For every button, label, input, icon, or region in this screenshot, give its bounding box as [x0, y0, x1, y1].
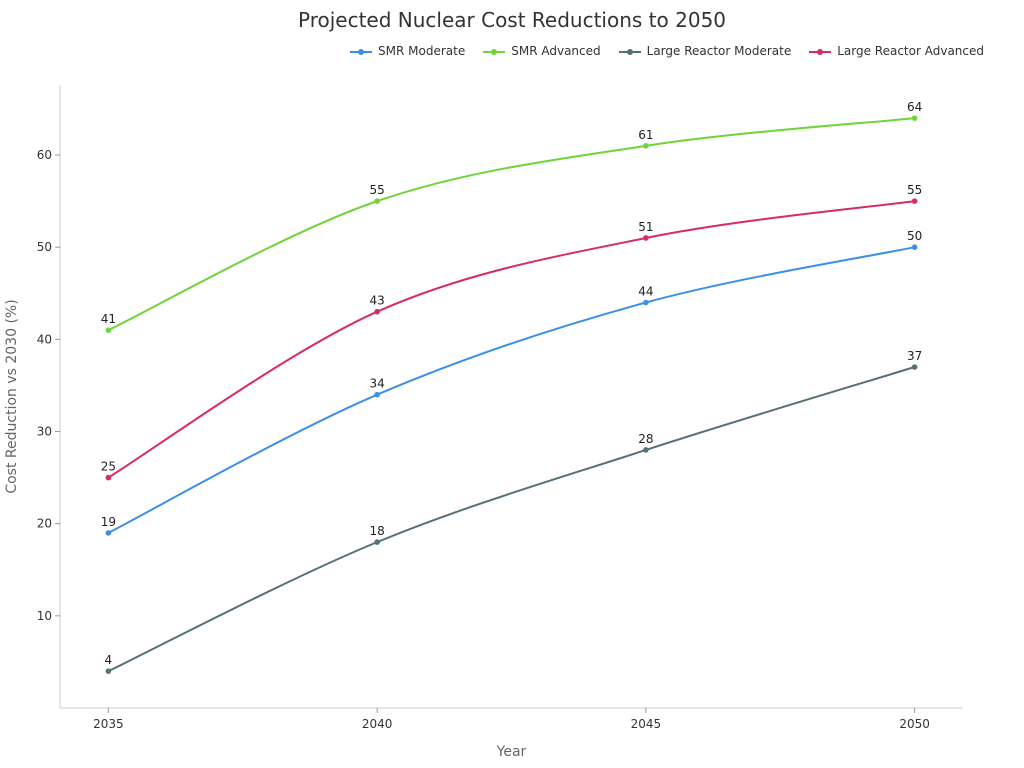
series-line — [107, 117, 915, 332]
data-label: 55 — [907, 183, 922, 197]
data-label: 28 — [638, 432, 653, 446]
y-tick-label: 60 — [37, 148, 52, 162]
data-label: 4 — [105, 653, 113, 667]
x-tick-label: 2050 — [899, 717, 930, 731]
legend: SMR Moderate SMR Advanced Large Reactor Mo… — [350, 44, 984, 59]
y-tick-label: 50 — [37, 240, 52, 254]
y-tick-label: 10 — [37, 609, 52, 623]
data-point — [911, 364, 918, 370]
legend-swatch — [618, 48, 641, 55]
data-label: 34 — [369, 377, 384, 391]
data-label: 25 — [101, 460, 116, 474]
data-point — [643, 235, 649, 241]
data-label: 61 — [638, 128, 653, 142]
data-label: 64 — [907, 100, 922, 114]
data-point — [374, 198, 380, 204]
data-point — [911, 244, 918, 251]
legend-item[interactable]: SMR Moderate — [350, 44, 465, 59]
data-point — [374, 308, 380, 315]
data-point — [374, 391, 380, 398]
series-line — [107, 200, 915, 479]
x-tick-label: 2045 — [631, 717, 662, 731]
data-label: 19 — [101, 515, 116, 529]
x-tick-label: 2040 — [362, 717, 393, 731]
data-point — [105, 327, 112, 333]
data-point — [911, 198, 918, 204]
data-label: 50 — [907, 229, 922, 243]
legend-swatch — [350, 48, 373, 55]
legend-label: Large Reactor Moderate — [646, 44, 792, 58]
y-tick-label: 20 — [37, 517, 52, 531]
y-tick-label: 40 — [37, 332, 52, 346]
data-label: 55 — [369, 183, 384, 197]
legend-swatch — [809, 48, 832, 55]
data-label: 41 — [101, 312, 116, 326]
legend-label: SMR Moderate — [378, 44, 466, 58]
legend-label: Large Reactor Advanced — [837, 44, 984, 58]
data-point — [105, 474, 112, 481]
chart-title: Projected Nuclear Cost Reductions to 205… — [297, 8, 727, 32]
legend-item[interactable]: Large Reactor Advanced — [809, 44, 984, 59]
legend-item[interactable]: SMR Advanced — [483, 44, 601, 59]
series-line — [107, 366, 915, 673]
data-label: 51 — [638, 220, 653, 234]
data-point — [105, 530, 112, 536]
x-axis-label: Year — [496, 744, 527, 760]
data-point — [105, 668, 112, 674]
x-tick-label: 2035 — [93, 717, 124, 731]
data-label: 18 — [369, 524, 384, 538]
data-point — [911, 115, 918, 121]
series-line — [107, 246, 915, 534]
data-label: 43 — [369, 294, 384, 308]
data-point — [374, 539, 380, 545]
y-tick-label: 30 — [37, 425, 52, 439]
legend-swatch — [483, 48, 506, 55]
data-point — [643, 447, 649, 453]
data-point — [643, 299, 649, 306]
data-label: 44 — [638, 284, 653, 298]
y-axis-label: Cost Reduction vs 2030 (%) — [4, 299, 20, 493]
legend-item[interactable]: Large Reactor Moderate — [618, 44, 792, 59]
data-label: 37 — [907, 349, 922, 363]
legend-label: SMR Advanced — [511, 44, 601, 58]
data-point — [643, 143, 649, 149]
